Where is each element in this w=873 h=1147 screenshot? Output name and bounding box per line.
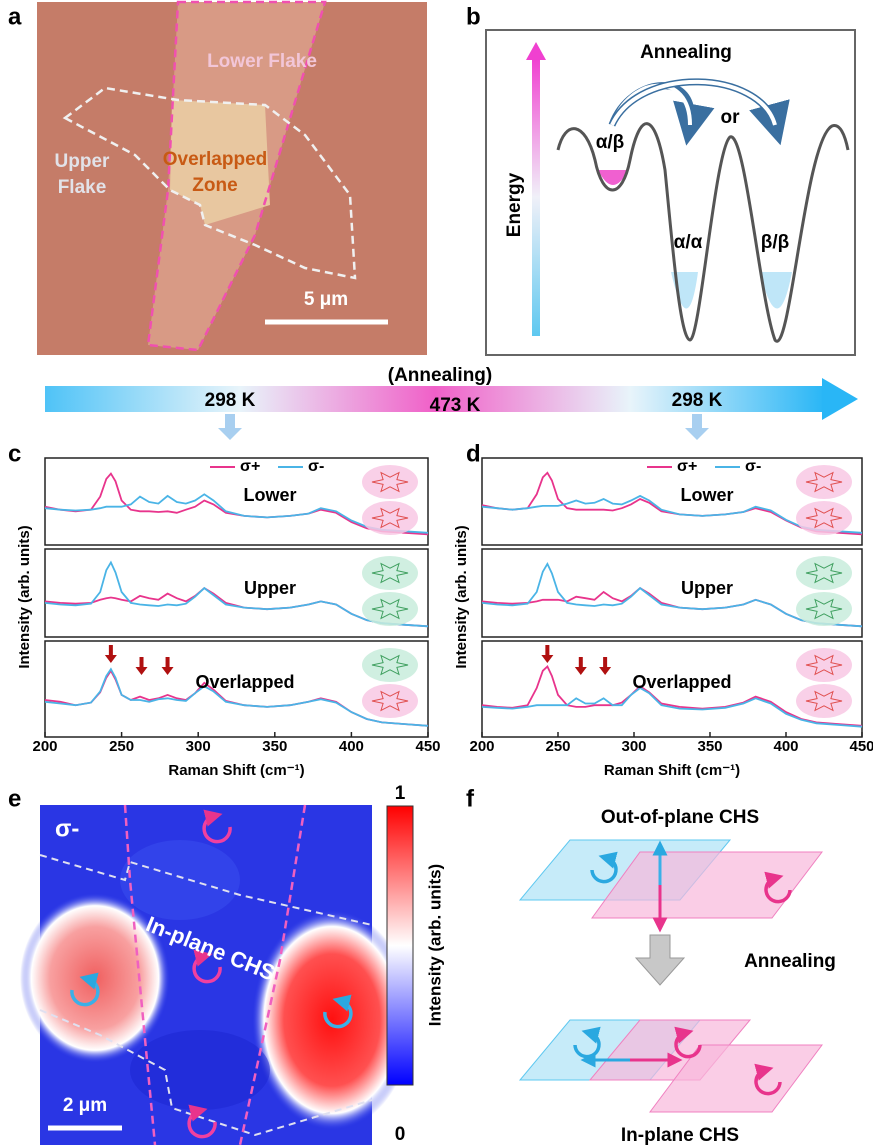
title: In-plane CHS (621, 1125, 739, 1146)
panel-label: d (466, 440, 481, 467)
x-tick-label: 350 (697, 738, 722, 755)
y-axis-label: Intensity (arb. units) (16, 525, 33, 668)
x-tick-label: 200 (469, 738, 494, 755)
or-label: or (721, 107, 741, 128)
timeline: (Annealing) 298 K 473 K 298 K (45, 365, 858, 440)
x-tick-label: 250 (109, 738, 134, 755)
y-axis-label: Intensity (arb. units) (453, 525, 470, 668)
x-tick-label: 450 (415, 738, 440, 755)
legend-label: σ+ (240, 458, 260, 475)
hotspot (20, 893, 170, 1063)
molecule-halo (796, 684, 852, 718)
x-tick-label: 400 (773, 738, 798, 755)
temperature: 298 K (205, 390, 256, 411)
label: Flake (58, 177, 107, 198)
molecule-halo (796, 556, 852, 590)
panel-f: Out-of-plane CHS Annealing In-plane CHS (520, 807, 836, 1146)
texture (120, 840, 240, 920)
legend-label: σ- (745, 458, 761, 475)
peak-arrow (599, 657, 611, 675)
figure: a b c d e f Lower Flake Upper Flake Over… (0, 0, 873, 1147)
title: Out-of-plane CHS (601, 807, 759, 828)
down-arrow (636, 935, 684, 985)
molecule-halo (362, 592, 418, 626)
panel-label: a (8, 3, 22, 30)
x-tick-label: 300 (186, 738, 211, 755)
subplot-label: Lower (680, 485, 733, 505)
peak-arrow (541, 645, 553, 663)
subplot-label: Upper (244, 578, 296, 598)
process-label: Annealing (640, 42, 732, 63)
molecule-halo (796, 592, 852, 626)
panel-label: f (466, 785, 475, 812)
x-tick-label: 200 (32, 738, 57, 755)
label: Overlapped (163, 149, 268, 170)
x-tick-label: 450 (849, 738, 873, 755)
molecule-halo (362, 556, 418, 590)
label: Upper (55, 151, 111, 172)
legend-label: σ+ (677, 458, 697, 475)
x-axis-label: Raman Shift (cm⁻¹) (168, 762, 304, 779)
colorbar-label: Intensity (arb. units) (425, 864, 444, 1026)
panel-e: σ- In-plane CHS 2 μm 1 0 Intensity (arb.… (20, 783, 444, 1145)
texture (130, 1030, 270, 1110)
state-label: α/α (674, 232, 703, 253)
peak-arrow (136, 657, 148, 675)
subplot-label: Upper (681, 578, 733, 598)
peak-arrow (162, 657, 174, 675)
state-label: α/β (596, 132, 625, 153)
process-label: Annealing (744, 951, 836, 972)
subplot-label: Overlapped (632, 672, 731, 692)
peak-arrow (575, 657, 587, 675)
molecule-halo (796, 501, 852, 535)
x-axis-label: Raman Shift (cm⁻¹) (604, 762, 740, 779)
energy-axis (532, 58, 540, 336)
scale-label: 5 μm (304, 289, 348, 310)
polarization: σ- (55, 815, 79, 842)
x-tick-label: 250 (545, 738, 570, 755)
panel-b: Energy Annealing or α/β α/α β/β (486, 30, 855, 355)
state-label: β/β (761, 232, 789, 253)
colorbar-tick: 0 (395, 1124, 406, 1145)
molecule-halo (362, 684, 418, 718)
label: Lower Flake (207, 51, 317, 72)
colorbar (387, 806, 413, 1085)
molecule-halo (362, 465, 418, 499)
down-arrow (685, 414, 709, 440)
x-tick-label: 300 (621, 738, 646, 755)
axis-label: Energy (504, 172, 525, 237)
subplot-label: Lower (243, 485, 296, 505)
molecule-halo (362, 648, 418, 682)
frame (486, 30, 855, 355)
x-tick-label: 350 (262, 738, 287, 755)
molecule-halo (796, 648, 852, 682)
legend-label: σ- (308, 458, 324, 475)
colorbar-tick: 1 (395, 783, 406, 804)
panel-label: e (8, 785, 21, 812)
subplot-label: Overlapped (195, 672, 294, 692)
molecule-halo (362, 501, 418, 535)
process-label: (Annealing) (388, 365, 493, 386)
panel-label: b (466, 3, 481, 30)
temperature: 473 K (430, 395, 481, 416)
scale-label: 2 μm (63, 1095, 107, 1116)
temperature: 298 K (672, 390, 723, 411)
molecule-halo (796, 465, 852, 499)
label: Zone (192, 175, 237, 196)
down-arrow (218, 414, 242, 440)
arrow-head (822, 378, 858, 420)
x-tick-label: 400 (339, 738, 364, 755)
panel-label: c (8, 440, 21, 467)
panel-a: Lower Flake Upper Flake Overlapped Zone … (37, 2, 427, 355)
peak-arrow (105, 645, 117, 663)
